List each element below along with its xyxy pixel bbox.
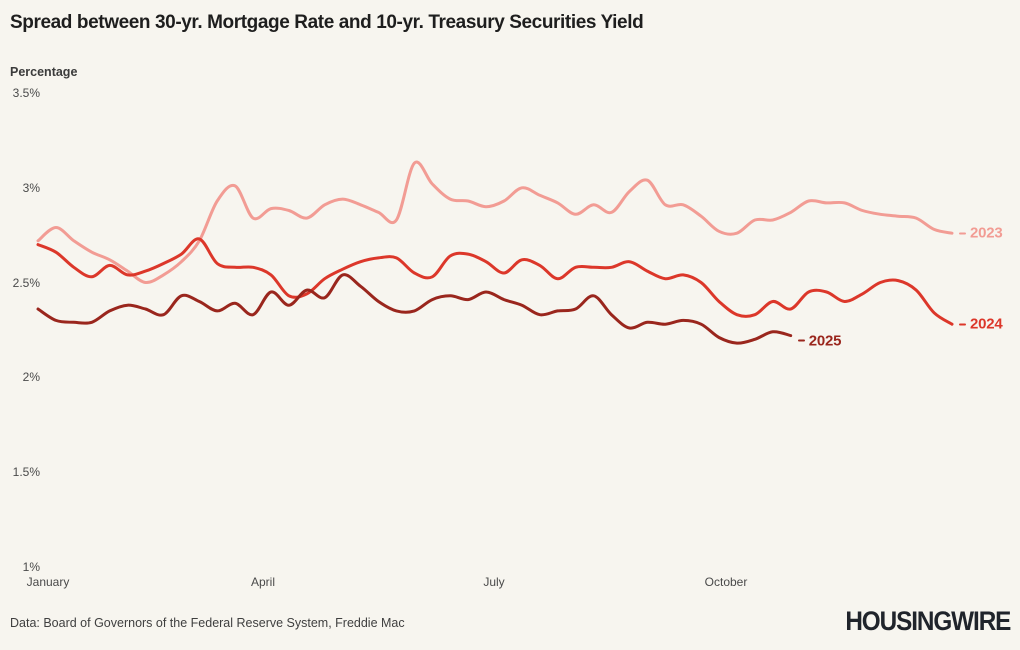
- line-2023: [36, 160, 954, 285]
- label-tick-2023-icon: [959, 232, 966, 235]
- series-label-2024: 2024: [959, 316, 1003, 333]
- x-tick-label: October: [704, 575, 748, 589]
- y-tick-label: 3%: [22, 181, 40, 195]
- x-tick-label: July: [483, 575, 505, 589]
- label-tick-2025-icon: [797, 339, 805, 342]
- y-tick-label: 2.5%: [12, 276, 40, 290]
- y-tick-label: 2%: [22, 370, 40, 384]
- data-source-note: Data: Board of Governors of the Federal …: [10, 616, 405, 630]
- y-axis-title: Percentage: [10, 65, 78, 79]
- y-tick-label: 1.5%: [12, 465, 40, 479]
- y-tick-label: 3.5%: [12, 86, 40, 100]
- y-tick-label: 1%: [22, 560, 40, 574]
- housingwire-logo: HOUSINGWIRE: [845, 606, 1011, 636]
- x-tick-label: January: [26, 575, 70, 589]
- x-tick-label: April: [250, 575, 276, 589]
- label-tick-2024-icon: [959, 323, 966, 326]
- series-label-2025: 2025: [797, 332, 842, 350]
- series-label-text: 2025: [808, 332, 842, 350]
- line-2024: [36, 237, 954, 326]
- line-2025: [36, 273, 793, 345]
- series-label-2023: 2023: [959, 225, 1003, 242]
- series-label-text: 2023: [970, 224, 1003, 242]
- page-title: Spread between 30-yr. Mortgage Rate and …: [10, 12, 644, 33]
- series-label-text: 2024: [970, 315, 1003, 333]
